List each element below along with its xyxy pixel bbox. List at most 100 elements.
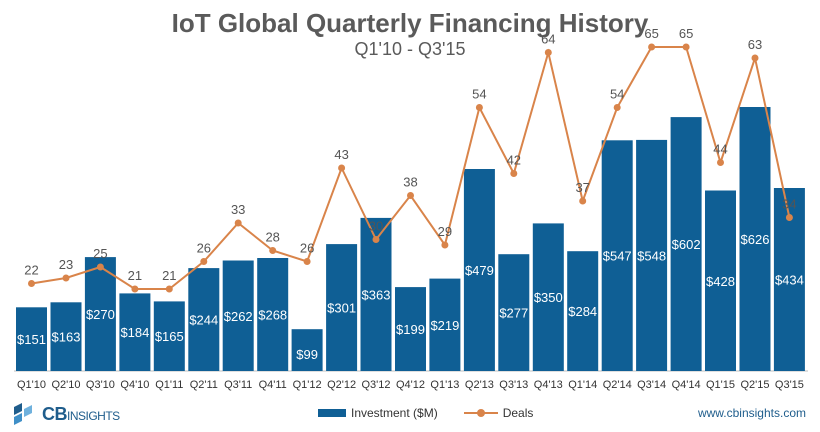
deals-value-label: 34	[782, 197, 796, 212]
bar	[705, 190, 736, 371]
deals-point	[338, 164, 346, 172]
cb-logo-icon	[12, 401, 38, 427]
x-tick-label: Q1'13	[430, 379, 459, 391]
x-tick-label: Q2'14	[603, 379, 632, 391]
deals-value-label: 54	[472, 87, 486, 102]
deals-value-label: 26	[300, 241, 314, 256]
bar-value-label: $602	[672, 237, 701, 252]
legend-line-swatch	[463, 408, 498, 418]
deals-value-label: 29	[438, 224, 452, 239]
legend-label-investment: Investment ($M)	[351, 406, 438, 420]
deals-value-label: 22	[24, 263, 38, 278]
bar	[636, 139, 668, 371]
bar	[153, 301, 185, 371]
bar	[119, 293, 151, 371]
deals-value-label: 54	[610, 87, 624, 102]
bar-value-label: $363	[362, 288, 391, 303]
deals-labels: 22 23 25 21 21 26 33 28 26 43 30 38 29 54 42 64 37 54 65 65…	[24, 26, 796, 283]
deals-value-label: 38	[403, 175, 417, 190]
logo-main-text: CB	[42, 403, 68, 424]
bar	[360, 217, 392, 371]
bar-value-label: $151	[17, 332, 46, 347]
bar	[429, 278, 461, 371]
bar	[188, 268, 220, 371]
deals-point	[785, 214, 793, 221]
deals-value-label: 21	[162, 268, 176, 283]
deals-value-label: 25	[93, 246, 107, 261]
bar	[291, 329, 323, 371]
bar-value-label: $165	[155, 329, 184, 344]
chart-subtitle: Q1'10 - Q3'15	[354, 39, 466, 59]
x-tick-label: Q1'10	[17, 379, 46, 391]
bar-value-label: $547	[603, 249, 632, 264]
bar	[670, 117, 702, 371]
legend-label-deals: Deals	[502, 406, 534, 420]
bar-value-label: $284	[568, 304, 597, 319]
x-tick-label: Q4'13	[534, 379, 563, 391]
bar-labels: $151 $163 $270 $184 $165 $244 $262 $268 $99 $301 $…	[17, 232, 804, 362]
bar	[498, 254, 530, 371]
x-tick-labels: Q1'10 Q2'10 Q3'10 Q4'10 Q1'11 Q2'11 Q3'11 Q4'11…	[17, 379, 804, 391]
bar-value-label: $262	[224, 309, 253, 324]
deals-point	[303, 258, 311, 265]
x-tick-label: Q2'12	[327, 379, 356, 391]
deals-value-label: 37	[575, 180, 589, 195]
bar	[50, 302, 82, 371]
deals-point	[751, 54, 759, 62]
x-tick-label: Q4'12	[396, 379, 425, 391]
deals-point	[407, 192, 414, 199]
x-tick-label: Q3'12	[361, 379, 390, 391]
cb-insights-logo: CBINSIGHTS	[12, 401, 120, 427]
legend: Investment ($M) Deals	[318, 406, 559, 420]
deals-value-label: 65	[644, 26, 658, 41]
deals-point	[269, 247, 277, 254]
bar-value-label: $479	[465, 263, 494, 278]
logo-text: CBINSIGHTS	[42, 404, 120, 425]
deals-value-label: 42	[507, 153, 521, 168]
deals-points	[28, 43, 793, 293]
deals-point	[131, 285, 139, 293]
bar-value-label: $626	[741, 232, 770, 247]
bar-value-label: $277	[499, 306, 528, 321]
x-tick-label: Q3'11	[224, 379, 252, 391]
bar	[84, 257, 116, 371]
deals-value-label: 26	[197, 241, 211, 256]
bar	[463, 169, 495, 371]
bar	[326, 244, 358, 371]
bar-value-label: $350	[534, 290, 563, 305]
deals-point	[28, 280, 35, 287]
x-tick-label: Q1'15	[706, 379, 735, 391]
x-tick-label: Q1'12	[293, 379, 322, 391]
bar-value-label: $244	[189, 313, 218, 328]
x-tick-label: Q1'11	[155, 379, 183, 391]
deals-value-label: 44	[713, 142, 727, 157]
deals-value-label: 21	[128, 268, 142, 283]
deals-value-label: 63	[748, 37, 762, 52]
x-tick-label: Q2'13	[465, 379, 494, 391]
bar-value-label: $301	[327, 301, 356, 316]
deals-value-label: 23	[59, 257, 73, 272]
deals-point	[613, 104, 621, 111]
x-tick-label: Q1'14	[568, 379, 597, 391]
bar-value-label: $184	[120, 325, 149, 340]
x-tick-label: Q2'15	[740, 379, 769, 391]
x-tick-label: Q2'11	[190, 379, 218, 391]
deals-point	[475, 104, 483, 111]
x-tick-label: Q2'10	[51, 379, 80, 391]
bar-value-label: $163	[52, 330, 81, 345]
deals-value-label: 43	[334, 147, 348, 162]
x-tick-label: Q3'10	[86, 379, 115, 391]
deals-value-label: 28	[265, 230, 279, 245]
deals-point	[544, 49, 552, 56]
x-tick-label: Q3'14	[637, 379, 666, 391]
bar-value-label: $270	[86, 307, 115, 322]
deals-point	[62, 274, 70, 282]
bar	[257, 258, 289, 371]
bar	[601, 140, 633, 371]
website-link[interactable]: www.cbinsights.com	[697, 406, 806, 420]
bar	[739, 107, 771, 371]
bar	[16, 307, 47, 371]
logo-sub-text: INSIGHTS	[67, 408, 120, 423]
chart-plot: $151 $163 $270 $184 $165 $244 $262 $268 $99 $301 $…	[14, 26, 808, 391]
legend-item-deals: Deals	[463, 406, 534, 420]
